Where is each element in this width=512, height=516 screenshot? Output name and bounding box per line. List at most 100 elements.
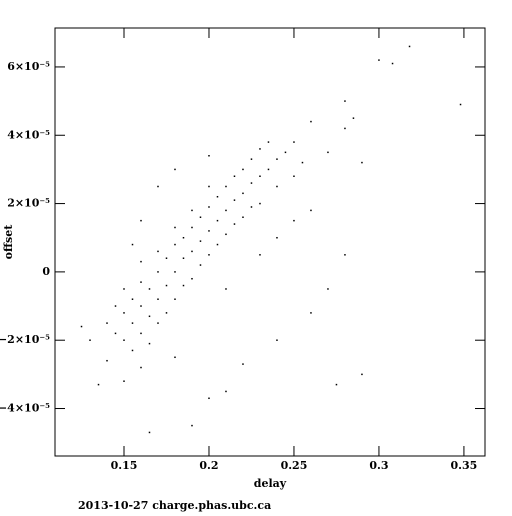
- point: [293, 219, 295, 222]
- point: [191, 250, 193, 253]
- point: [378, 59, 380, 61]
- y-tick-label: 0: [42, 265, 50, 278]
- x-tick-label: 0.15: [111, 459, 138, 472]
- point: [174, 168, 176, 171]
- point: [208, 185, 210, 188]
- point: [106, 322, 108, 324]
- point: [174, 243, 176, 246]
- point: [80, 325, 83, 328]
- plot-frame: [54, 27, 486, 457]
- point: [293, 175, 295, 177]
- point: [106, 359, 108, 362]
- point: [131, 243, 134, 246]
- point: [174, 298, 176, 300]
- point: [344, 254, 346, 256]
- point: [199, 240, 202, 242]
- point: [208, 206, 210, 208]
- point: [276, 339, 278, 341]
- point: [225, 185, 227, 188]
- point: [250, 182, 253, 184]
- x-tick-label: 0.25: [281, 459, 308, 472]
- point: [174, 271, 176, 273]
- y-axis-label: offset: [2, 224, 15, 260]
- point: [344, 127, 346, 130]
- point: [123, 312, 125, 314]
- point: [165, 284, 168, 287]
- point: [301, 161, 304, 164]
- point: [140, 366, 142, 369]
- point: [267, 168, 270, 171]
- point: [148, 315, 151, 318]
- point: [157, 298, 159, 300]
- point: [216, 195, 219, 198]
- x-tick-label: 0.3: [369, 459, 388, 472]
- y-tick-label: 4×10⁻⁵: [7, 128, 50, 141]
- point: [123, 380, 125, 382]
- point: [408, 45, 411, 48]
- point: [157, 271, 159, 273]
- point: [191, 209, 193, 212]
- point: [310, 209, 312, 212]
- point: [140, 260, 142, 263]
- point: [157, 185, 159, 188]
- point: [233, 175, 236, 177]
- point: [242, 216, 244, 218]
- point: [276, 185, 278, 188]
- point: [327, 288, 329, 290]
- point: [182, 236, 185, 239]
- point: [259, 175, 261, 177]
- y-tick-label: −4×10⁻⁵: [0, 402, 50, 415]
- point: [148, 342, 151, 345]
- x-tick-label: 0.2: [199, 459, 218, 472]
- footer: 2013-10-27 charge.phas.ubc.ca: [78, 499, 271, 512]
- point: [459, 103, 462, 106]
- point: [216, 219, 219, 222]
- point: [391, 62, 394, 65]
- y-tick-label: 2×10⁻⁵: [7, 197, 50, 210]
- point: [114, 332, 117, 335]
- point: [242, 168, 244, 171]
- point: [140, 305, 142, 307]
- point: [242, 363, 244, 365]
- point: [182, 257, 185, 259]
- point: [310, 120, 312, 123]
- point: [208, 155, 210, 157]
- point: [157, 250, 159, 253]
- point: [191, 277, 193, 280]
- point: [276, 158, 278, 160]
- point: [148, 431, 151, 434]
- point: [310, 312, 312, 314]
- point: [216, 243, 219, 246]
- point: [225, 233, 227, 236]
- y-tick-label: −2×10⁻⁵: [0, 333, 50, 346]
- point: [148, 288, 151, 290]
- y-tick-label: 6×10⁻⁵: [7, 60, 50, 73]
- x-tick-label: 0.35: [451, 459, 478, 472]
- point: [114, 305, 117, 307]
- point: [182, 284, 185, 287]
- point: [140, 281, 142, 283]
- point: [199, 216, 202, 218]
- point: [174, 356, 176, 359]
- point: [335, 383, 338, 386]
- point: [233, 223, 236, 225]
- point: [225, 288, 227, 290]
- point: [157, 322, 159, 324]
- point: [327, 151, 329, 154]
- point: [284, 151, 287, 154]
- point: [259, 254, 261, 256]
- point: [165, 312, 168, 314]
- point: [89, 339, 91, 341]
- point: [140, 332, 142, 335]
- point: [131, 298, 134, 300]
- point: [140, 219, 142, 222]
- x-axis-label: delay: [254, 477, 287, 490]
- point: [191, 424, 193, 427]
- point: [259, 148, 261, 150]
- point: [165, 257, 168, 259]
- point: [123, 339, 125, 341]
- point: [250, 158, 253, 160]
- point: [225, 390, 227, 393]
- point: [208, 254, 210, 256]
- point: [233, 199, 236, 201]
